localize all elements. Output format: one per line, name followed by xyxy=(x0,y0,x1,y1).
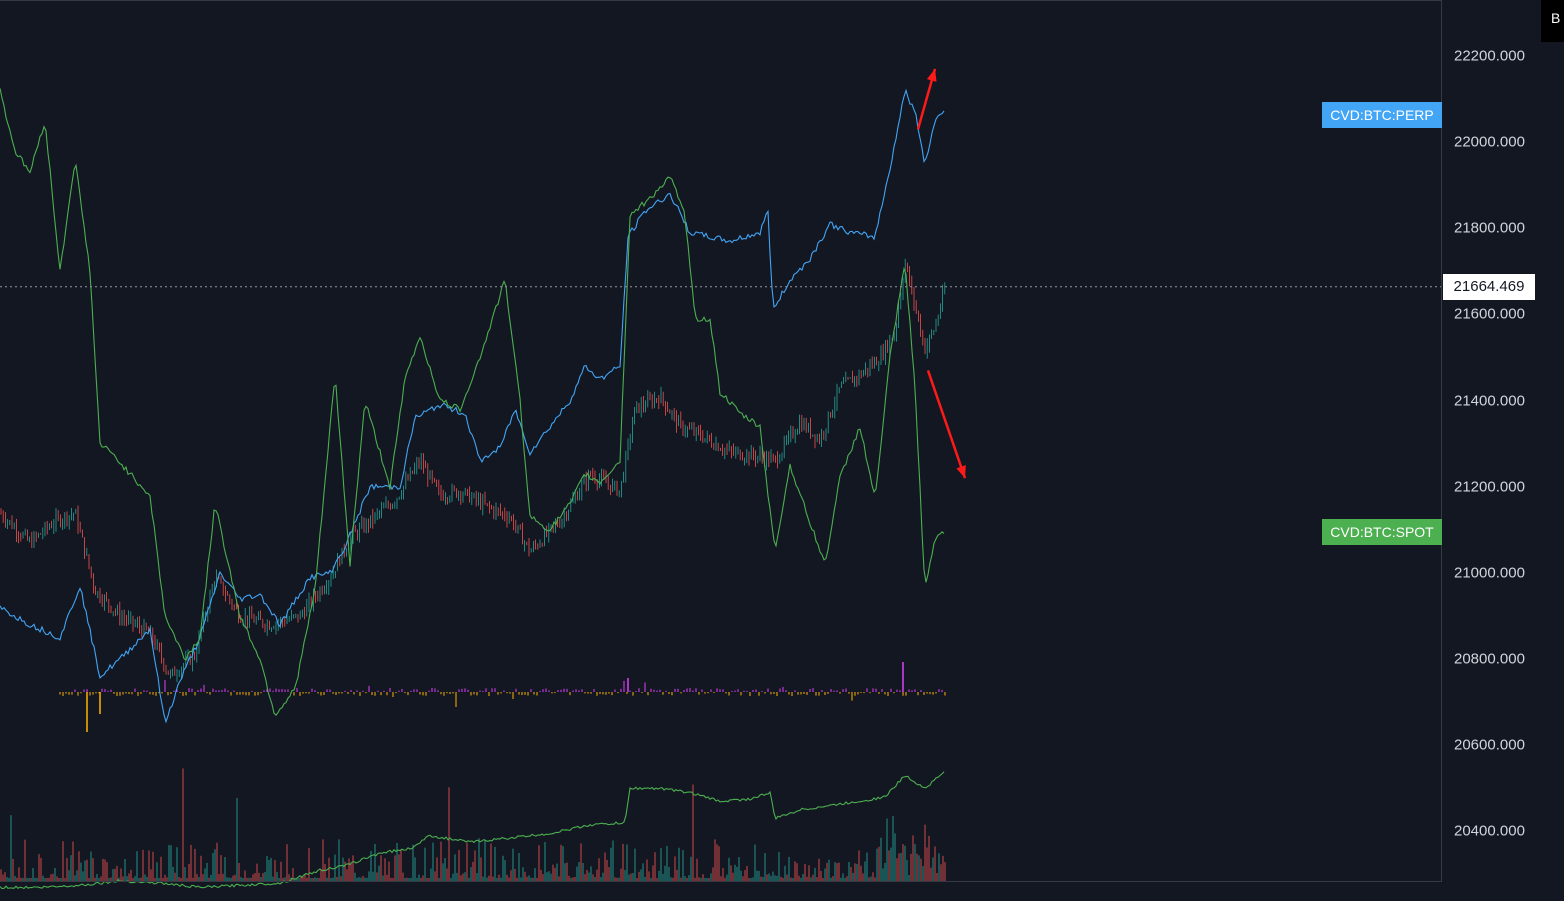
series-tag-cvd-spot[interactable]: CVD:BTC:SPOT xyxy=(1322,518,1442,545)
volume-bars xyxy=(0,768,946,882)
delta-markers xyxy=(59,662,946,732)
price-axis-tick: 22000.000 xyxy=(1454,133,1525,151)
series-line-cvd-btc-spot xyxy=(0,88,945,717)
series-tag-cvd-perp[interactable]: CVD:BTC:PERP xyxy=(1322,102,1442,128)
arrow-down-line xyxy=(926,370,967,479)
annotation-arrows xyxy=(916,68,967,479)
cumulative-volume-line xyxy=(0,771,945,890)
price-axis-tick: 21200.000 xyxy=(1454,478,1525,496)
arrow-up-head xyxy=(926,68,937,82)
price-candles xyxy=(0,258,946,683)
price-axis-tick: 20400.000 xyxy=(1454,822,1525,840)
series-lines xyxy=(0,88,945,890)
symbol-corner-tag[interactable]: B xyxy=(1541,0,1564,42)
price-axis-tick: 21000.000 xyxy=(1454,564,1525,582)
price-axis-tick: 20800.000 xyxy=(1454,650,1525,668)
price-axis-tick: 21600.000 xyxy=(1454,305,1525,323)
price-axis-tick: 20600.000 xyxy=(1454,736,1525,754)
arrow-down-head xyxy=(956,465,966,479)
price-axis-tick: 21400.000 xyxy=(1454,392,1525,410)
price-axis-tick: 22200.000 xyxy=(1454,47,1525,65)
price-axis-tick: 21800.000 xyxy=(1454,219,1525,237)
last-price-label: 21664.469 xyxy=(1443,273,1535,300)
series-line-cvd-btc-perp xyxy=(0,88,945,724)
